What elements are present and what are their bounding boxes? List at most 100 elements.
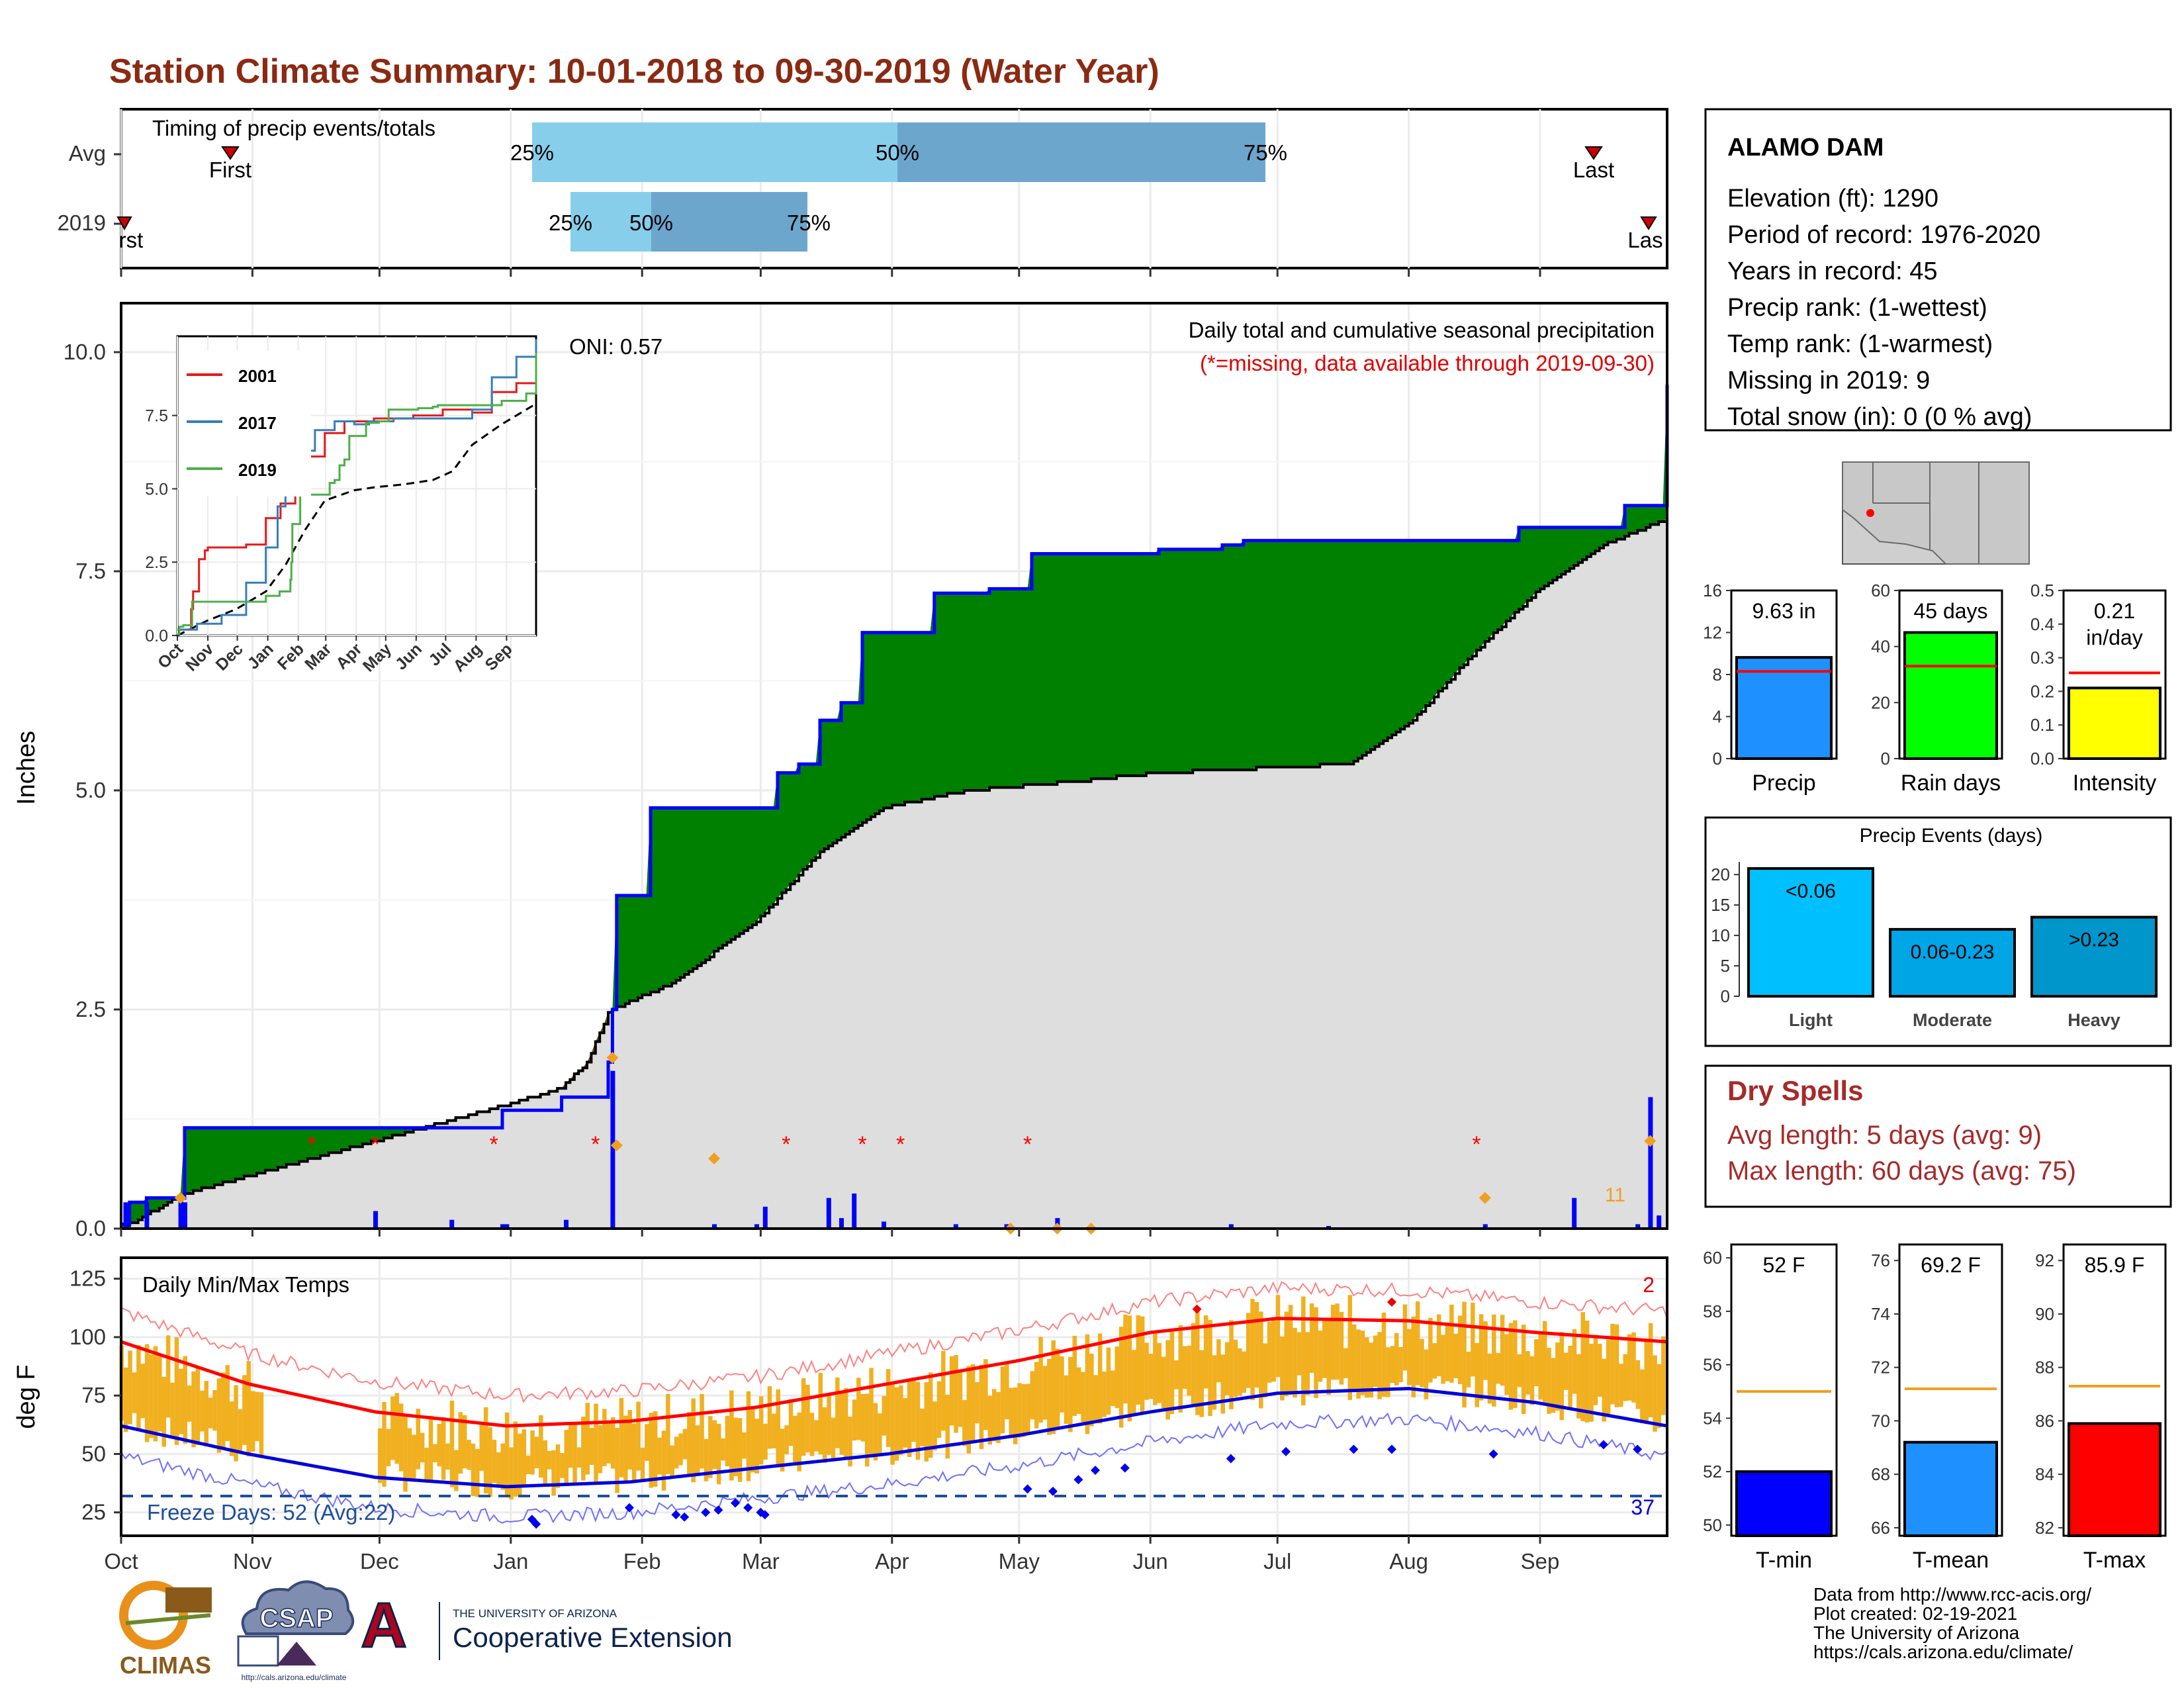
y2019-p50-label: 50% [629, 211, 673, 235]
temp-range-bar [161, 1376, 166, 1447]
daily-precip-bar [183, 1202, 187, 1229]
daily-precip-bar [504, 1224, 510, 1229]
avg-last-marker [1584, 146, 1603, 160]
temp-range-bar [1097, 1333, 1103, 1424]
temp-range-bar [860, 1393, 865, 1442]
y2019-last-marker [1640, 216, 1657, 230]
footer-line-1: Data from http://www.rcc-acis.org/ [1813, 1584, 2091, 1605]
temp-range-bar [1508, 1323, 1514, 1410]
temp-range-bar [174, 1337, 179, 1445]
above-average-area [121, 384, 1667, 1229]
mini-y-tick-label: 82 [2035, 1518, 2054, 1538]
temp-range-bar [691, 1398, 696, 1483]
mini-y-tick-label: 16 [1703, 581, 1722, 600]
temp-range-bar [581, 1417, 586, 1481]
temp-range-bar [754, 1419, 759, 1474]
temp-range-bar [636, 1401, 641, 1471]
temp-range-bar [615, 1428, 619, 1493]
temp-range-bar [623, 1415, 628, 1483]
temp-range-bar [1627, 1334, 1632, 1401]
mini-y-tick-label: 12 [1703, 623, 1722, 643]
footer-line-4: https://cals.arizona.edu/climate/ [1813, 1642, 2073, 1662]
avg-p50-label: 50% [876, 140, 919, 165]
climas-logo[interactable]: CLIMAS [119, 1581, 212, 1679]
temp-range-bar [441, 1417, 446, 1480]
temp-range-bar [1623, 1354, 1627, 1401]
temp-range-bar [1356, 1329, 1361, 1399]
mini-y-tick-label: 72 [1871, 1358, 1890, 1378]
temp-range-bar [700, 1393, 704, 1469]
temp-range-bar [1208, 1320, 1212, 1417]
record-low-diamond [1023, 1484, 1032, 1494]
cumulative-precip-line [121, 384, 1669, 1226]
temp-range-bar [539, 1415, 543, 1478]
record-diamonds [527, 1297, 1643, 1529]
ua-big-text: Cooperative Extension [453, 1622, 733, 1653]
month-tick-label: Mar [742, 1549, 780, 1573]
temp-range-bar [907, 1379, 912, 1458]
temp-range-bar [229, 1401, 234, 1456]
orange-diamond [1479, 1192, 1491, 1204]
csap-logo[interactable]: CSAP http://cals.arizona.edu/climate [237, 1580, 354, 1682]
timing-title: Timing of precip events/totals [152, 116, 435, 140]
record-min-line [120, 1412, 1668, 1524]
mini-y-tick-label: 4 [1713, 707, 1722, 727]
mini-y-tick-label: 0 [1713, 749, 1722, 769]
daily-precip-bar [144, 1202, 150, 1229]
inset-2017-line [177, 339, 537, 631]
daily-precip-bar [1648, 1097, 1653, 1229]
temp-range-bar [1436, 1314, 1441, 1377]
missing-marker: * [1472, 1132, 1480, 1157]
precip-y-tick-label: 0.0 [75, 1216, 106, 1241]
missing-marker: * [858, 1132, 866, 1157]
temp-range-bar [534, 1436, 539, 1468]
temp-range-bar [831, 1417, 836, 1460]
temp-range-bar [780, 1429, 785, 1472]
missing-marker: * [1023, 1132, 1032, 1157]
temp-range-bar [1055, 1348, 1060, 1428]
precip-y-tick-label: 10.0 [64, 340, 106, 364]
mini-bar [2068, 686, 2161, 760]
temp-range-bar [1123, 1314, 1128, 1404]
temp-range-bar [1657, 1364, 1662, 1428]
temp-y-tick-label: 125 [69, 1266, 106, 1291]
temp-range-bar [1169, 1331, 1175, 1415]
university-logo[interactable]: A THE UNIVERSITY OF ARIZONA Cooperative … [360, 1589, 733, 1662]
tmin-mini-chart: 50 52 54 56 58 60 52 F T-min [1703, 1243, 1838, 1573]
temp-range-bar [1089, 1353, 1094, 1427]
timing-panel: Timing of precip events/totals Avg 2019 … [58, 108, 1668, 269]
mini-y-tick-label: 66 [1871, 1518, 1890, 1538]
temp-range-bar [475, 1448, 480, 1497]
temp-range-bar [843, 1387, 848, 1460]
page-title: Station Climate Summary: 10-01-2018 to 0… [109, 52, 1160, 91]
mini-y-tick-label: 68 [1871, 1464, 1890, 1484]
legend-2017-label: 2017 [238, 413, 277, 433]
daily-precip-bar [953, 1224, 958, 1229]
temp-range-bar [797, 1412, 801, 1472]
mini-y-tick-label: 60 [1703, 1248, 1722, 1268]
precip-y-label: Inches [13, 731, 40, 805]
temp-range-bar [1644, 1338, 1649, 1425]
temp-range-bar [1275, 1295, 1281, 1378]
temp-range-bar [132, 1372, 137, 1413]
month-tick-label: Sep [1521, 1549, 1560, 1573]
mini-y-tick-label: 86 [2035, 1411, 2054, 1430]
temp-range-bar [1017, 1383, 1022, 1438]
temp-range-bar [140, 1364, 145, 1419]
inset-2019-line [177, 353, 537, 635]
ua-a-icon: A [361, 1590, 406, 1661]
timing-row-avg: Avg [69, 141, 106, 165]
dry-spells-max: Max length: 60 days (avg: 75) [1727, 1156, 2076, 1186]
mini-bar [1903, 631, 1998, 760]
mini-y-tick-label: 84 [2035, 1464, 2054, 1484]
temp-range-bar [1365, 1337, 1369, 1398]
temp-range-bar [670, 1445, 674, 1478]
precip-y-axis: 0.0 2.5 5.0 7.5 10.0 [64, 340, 1541, 1241]
temp-range-bar [509, 1447, 514, 1500]
mini-value-label: 85.9 F [2085, 1253, 2145, 1277]
temp-range-bar [767, 1385, 772, 1449]
temp-range-bar [890, 1383, 895, 1465]
temp-range-bar [259, 1392, 264, 1456]
temp-range-bar [784, 1425, 789, 1454]
temp-range-bar [1347, 1295, 1352, 1400]
